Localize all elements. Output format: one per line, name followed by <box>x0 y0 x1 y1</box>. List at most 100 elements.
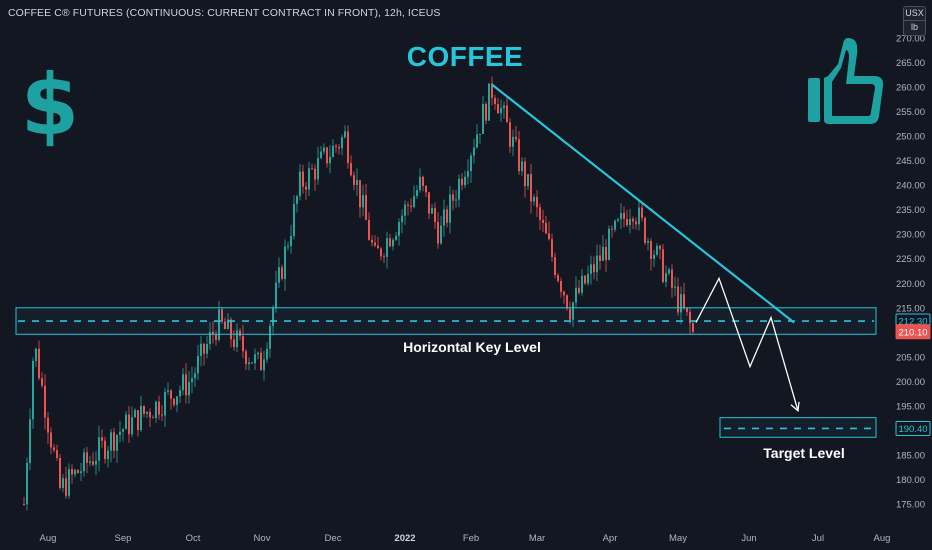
candle-body <box>581 275 583 293</box>
candle-body <box>398 222 400 236</box>
x-axis-tick-label: Apr <box>603 533 618 544</box>
candle-body <box>368 219 370 240</box>
candle-body <box>68 469 70 496</box>
projected-path <box>695 276 799 411</box>
candle-body <box>443 209 445 226</box>
candle-body <box>584 275 586 284</box>
candle-body <box>41 378 43 386</box>
candle-body <box>689 311 691 324</box>
candle-body <box>422 176 424 186</box>
candle-body <box>332 145 334 157</box>
candle-body <box>383 256 385 258</box>
candle-body <box>287 246 289 248</box>
candle-body <box>128 414 130 435</box>
y-axis-tick-label: 195.00 <box>896 401 925 412</box>
candle-body <box>590 264 592 274</box>
candle-body <box>185 374 187 396</box>
candle-body <box>200 343 202 357</box>
candle-body <box>677 286 679 313</box>
candle-body <box>269 325 271 349</box>
candle-body <box>131 417 133 435</box>
candle-body <box>506 105 508 123</box>
candle-body <box>503 105 505 109</box>
candle-body <box>521 161 523 172</box>
candle-body <box>596 255 598 273</box>
candle-body <box>473 147 475 156</box>
candle-body <box>182 374 184 391</box>
candle-body <box>476 134 478 148</box>
candle-body <box>155 401 157 418</box>
candle-body <box>65 478 67 496</box>
candles-group <box>23 76 694 511</box>
candle-body <box>572 302 574 320</box>
candle-body <box>650 241 652 259</box>
price-axis-label-text: 212.30 <box>898 317 927 328</box>
candle-body <box>500 108 502 114</box>
candle-body <box>335 145 337 148</box>
y-axis-tick-label: 205.00 <box>896 352 925 363</box>
candle-body <box>446 209 448 223</box>
candle-body <box>431 207 433 214</box>
candle-body <box>323 147 325 152</box>
candle-body <box>53 447 55 451</box>
price-axis-label-box <box>895 420 931 436</box>
candle-body <box>308 168 310 190</box>
candle-body <box>188 382 190 396</box>
candle-body <box>497 103 499 114</box>
candle-body <box>146 411 148 414</box>
unit-weight: lb <box>910 22 918 32</box>
candle-body <box>230 319 232 340</box>
candle-body <box>26 462 28 505</box>
candle-body <box>95 460 97 465</box>
candle-body <box>86 452 88 463</box>
y-axis-tick-label: 240.00 <box>896 181 925 192</box>
candle-body <box>419 176 421 191</box>
candle-body <box>599 255 601 261</box>
candle-body <box>356 180 358 186</box>
candle-body <box>191 378 193 383</box>
candle-body <box>692 323 694 332</box>
price-axis-label-text: 210.10 <box>898 327 927 338</box>
candle-body <box>449 194 451 223</box>
candle-body <box>491 83 493 98</box>
candle-body <box>551 239 553 258</box>
candle-body <box>515 136 517 140</box>
candle-body <box>278 267 280 283</box>
candle-body <box>455 199 457 201</box>
candle-body <box>530 174 532 202</box>
candle-body <box>611 228 613 230</box>
unit-selector[interactable]: USX lb <box>903 6 926 36</box>
candle-body <box>647 241 649 243</box>
candle-body <box>50 432 52 448</box>
candle-body <box>74 470 76 475</box>
candle-body <box>608 228 610 260</box>
candle-body <box>482 103 484 134</box>
y-axis-tick-label: 175.00 <box>896 499 925 510</box>
candle-body <box>134 410 136 418</box>
candle-body <box>365 195 367 220</box>
candle-body <box>413 196 415 208</box>
candle-body <box>152 417 154 419</box>
candle-body <box>671 269 673 288</box>
x-axis-tick-label: Sep <box>115 533 132 544</box>
candle-body <box>245 351 247 365</box>
candle-body <box>218 309 220 340</box>
candle-body <box>149 411 151 418</box>
target-level-label: Target Level <box>763 445 844 461</box>
candle-body <box>464 176 466 186</box>
candle-body <box>485 103 487 121</box>
x-axis-tick-label: Jul <box>812 533 824 544</box>
x-axis-tick-label: Aug <box>874 533 891 544</box>
candle-body <box>227 319 229 330</box>
candle-body <box>662 249 664 283</box>
y-axis-tick-label: 230.00 <box>896 230 925 241</box>
projected-arrowhead <box>790 401 800 413</box>
candle-body <box>89 461 91 463</box>
candle-body <box>680 294 682 313</box>
y-axis-tick-label: 225.00 <box>896 254 925 265</box>
candle-body <box>602 246 604 261</box>
candle-body <box>122 429 124 432</box>
x-axis-tick-label: Aug <box>40 533 57 544</box>
candle-body <box>194 373 196 379</box>
